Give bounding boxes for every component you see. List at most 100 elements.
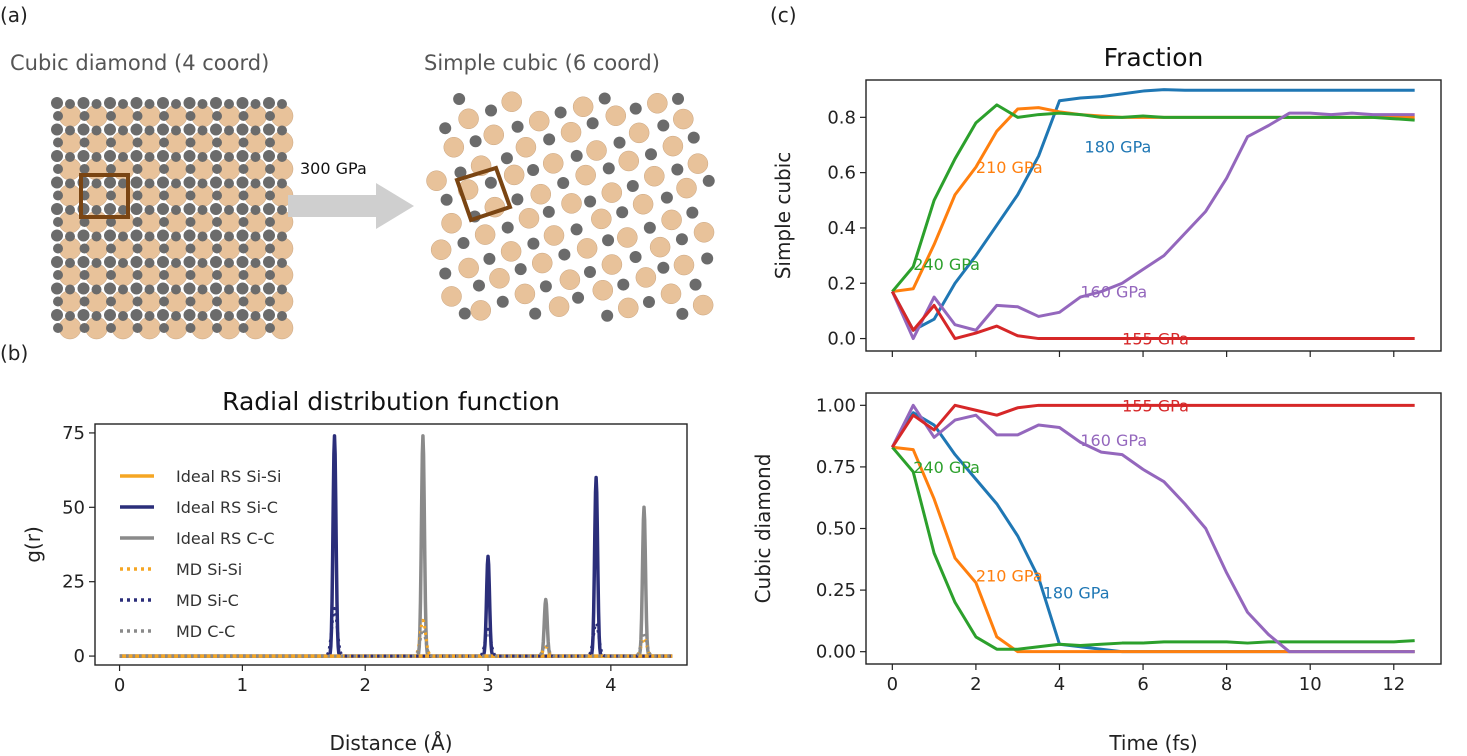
carbon-atom [171, 152, 181, 162]
y-tick-label: 25 [62, 572, 85, 593]
carbon-atom [686, 206, 699, 219]
carbon-atom [236, 203, 249, 215]
carbon-atom [616, 206, 629, 219]
carbon-atom [91, 152, 102, 162]
carbon-atom [130, 150, 143, 162]
simple-cubic-fraction-chart: 0.0 0.2 0.4 0.6 0.8 Fraction Simple cubic 180 G… [771, 43, 1442, 357]
carbon-atom [224, 99, 234, 109]
silicon-atom [530, 183, 552, 205]
carbon-atom [236, 309, 249, 321]
carbon-atom [263, 282, 275, 295]
carbon-atom [224, 152, 234, 162]
silicon-atom [601, 254, 623, 275]
carbon-atom [130, 229, 143, 242]
silicon-atom [518, 208, 540, 229]
carbon-atom [79, 243, 90, 254]
carbon-atom [157, 256, 169, 268]
carbon-atom [511, 120, 524, 133]
carbon-atom [51, 150, 63, 162]
carbon-atom [265, 270, 275, 280]
carbon-atom [171, 284, 181, 295]
carbon-atom [183, 176, 196, 189]
carbon-atom [238, 217, 249, 227]
silicon-atom [575, 164, 596, 186]
carbon-atom [583, 265, 596, 278]
carbon-atom [65, 178, 75, 189]
carbon-atom [77, 256, 90, 268]
carbon-atom [210, 256, 222, 268]
x-tick-label: 2 [970, 674, 981, 695]
carbon-atom [118, 311, 128, 321]
carbon-atom [197, 205, 208, 215]
silicon-atom [647, 93, 668, 114]
carbon-atom [277, 284, 287, 295]
silicon-atom [500, 241, 522, 262]
carbon-atom [250, 231, 261, 242]
carbon-atom [238, 296, 249, 307]
y-tick-label: 0.8 [827, 107, 856, 128]
silicon-atom [661, 209, 682, 231]
carbon-atom [250, 258, 261, 268]
carbon-atom [132, 137, 143, 148]
x-tick-label: 0 [887, 674, 898, 695]
carbon-atom [77, 309, 90, 321]
silicon-atom [458, 108, 479, 130]
silicon-atom [572, 96, 594, 118]
carbon-atom [106, 190, 116, 201]
carbon-atom [277, 258, 287, 268]
carbon-atom [210, 282, 222, 295]
carbon-atom [263, 309, 275, 321]
x-axis-label: Time (fs) [1108, 731, 1197, 755]
carbon-atom [104, 282, 116, 295]
silicon-atom [649, 236, 671, 258]
carbon-atom [570, 223, 583, 236]
silicon-atom [548, 296, 570, 317]
carbon-atom [118, 178, 128, 189]
silicon-atom [426, 170, 447, 191]
series-label: 180 GPa [1043, 584, 1110, 603]
carbon-atom [224, 311, 234, 321]
carbon-atom [224, 125, 234, 136]
x-tick-label: 3 [482, 675, 493, 696]
carbon-atom [263, 97, 275, 109]
carbon-atom [185, 137, 196, 148]
chart-title: Fraction [1104, 43, 1204, 72]
carbon-atom [91, 258, 102, 268]
legend-entry: Ideal RS Si-Si [176, 467, 281, 486]
silicon-atom [501, 91, 522, 112]
silicon-atom [586, 140, 607, 161]
carbon-atom [277, 311, 287, 321]
carbon-atom [183, 203, 196, 215]
carbon-atom [472, 279, 485, 292]
carbon-atom [265, 111, 275, 121]
carbon-atom [157, 176, 169, 189]
carbon-atom [65, 258, 75, 268]
carbon-atom [132, 111, 143, 121]
carbon-atom [104, 150, 116, 162]
silicon-atom [632, 193, 654, 215]
x-tick-label: 4 [605, 675, 616, 696]
carbon-atom [250, 284, 261, 295]
carbon-atom [65, 284, 75, 295]
carbon-atom [277, 205, 287, 215]
carbon-atom [118, 231, 128, 242]
carbon-atom [118, 125, 128, 136]
carbon-atom [53, 164, 63, 174]
series-label: 180 GPa [1085, 137, 1152, 156]
carbon-atom [454, 166, 467, 179]
carbon-atom [106, 137, 116, 148]
carbon-atom [65, 99, 75, 109]
silicon-atom [687, 153, 709, 174]
carbon-atom [79, 270, 90, 280]
carbon-atom [144, 311, 155, 321]
carbon-atom [171, 99, 181, 109]
silicon-atom [635, 267, 657, 288]
carbon-atom [144, 99, 155, 109]
silicon-atom [543, 225, 565, 246]
carbon-atom [626, 180, 639, 193]
x-tick-label: 8 [1221, 674, 1232, 695]
carbon-atom [77, 97, 90, 109]
carbon-atom [183, 309, 196, 321]
carbon-atom [183, 123, 196, 136]
carbon-atom [671, 163, 684, 176]
